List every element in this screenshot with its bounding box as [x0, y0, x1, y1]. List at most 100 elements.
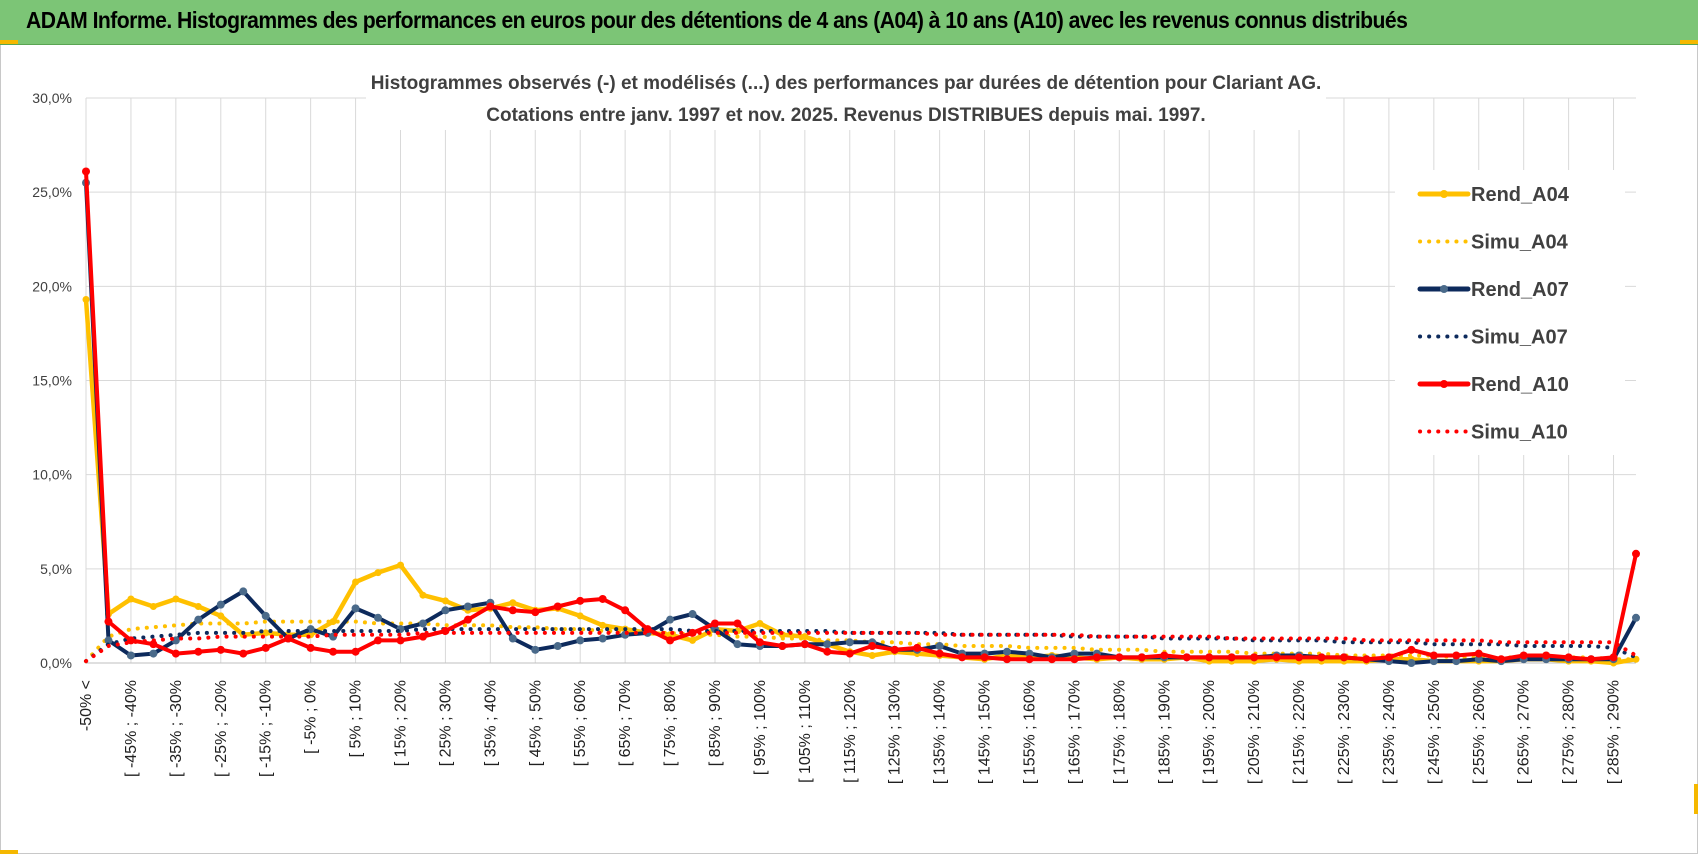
- data-point-rend_a10: [1564, 653, 1573, 662]
- data-point-rend_a10: [845, 649, 854, 658]
- series-line-simu_a07: [84, 627, 1638, 664]
- legend-label-simu_a07: Simu_A07: [1471, 327, 1568, 349]
- data-point-rend_a10: [1250, 653, 1259, 662]
- x-axis: -50% < [ -45% ; -40% [ -35% ; -30% [ -25% ;…: [78, 680, 1623, 784]
- y-tick-label: 20,0%: [32, 278, 72, 294]
- data-point-rend_a10: [1047, 655, 1056, 664]
- y-tick-label: 5,0%: [40, 561, 72, 577]
- data-point-rend_a07: [688, 610, 697, 619]
- data-point-rend_a07: [935, 642, 944, 651]
- data-point-rend_a10: [1429, 651, 1438, 660]
- x-tick-label: [ 145% ; 150%: [977, 680, 994, 784]
- legend-background: [1395, 170, 1625, 455]
- data-point-rend_a07: [1429, 657, 1438, 666]
- x-tick-label: [ 255% ; 260%: [1471, 680, 1488, 784]
- chart-title-line-2: Cotations entre janv. 1997 et nov. 2025.…: [486, 105, 1205, 126]
- x-tick-label: [ 85% ; 90%: [707, 680, 724, 766]
- data-point-rend_a10: [733, 619, 742, 628]
- data-point-rend_a10: [463, 615, 472, 624]
- report-banner: ADAM Informe. Histogrammes des performan…: [0, 0, 1698, 45]
- data-point-rend_a10: [531, 608, 540, 617]
- y-tick-label: 10,0%: [32, 467, 72, 483]
- x-tick-label: [ 185% ; 190%: [1156, 680, 1173, 784]
- x-tick-label: [ -35% ; -30%: [168, 680, 185, 777]
- x-tick-label: [ 125% ; 130%: [887, 680, 904, 784]
- data-point-rend_a04: [127, 595, 135, 603]
- x-tick-label: [ 5% ; 10%: [348, 680, 365, 757]
- data-point-rend_a10: [149, 640, 158, 649]
- y-tick-label: 25,0%: [32, 184, 72, 200]
- legend-marker-rend_a10: [1440, 380, 1448, 388]
- data-point-rend_a07: [553, 642, 562, 651]
- x-tick-label: [ 15% ; 20%: [392, 680, 409, 766]
- x-tick-label: [ 245% ; 250%: [1426, 680, 1443, 784]
- legend: Rend_A04 Simu_A04 Rend_A07 Simu_A07 Rend_A10…: [1395, 170, 1625, 455]
- x-tick-label: [ 75% ; 80%: [662, 680, 679, 766]
- data-point-rend_a10: [868, 642, 877, 651]
- x-tick-label: [ 25% ; 30%: [437, 680, 454, 766]
- data-point-rend_a10: [1025, 655, 1034, 664]
- data-point-rend_a07: [733, 640, 742, 649]
- data-point-rend_a10: [823, 647, 832, 656]
- data-point-rend_a07: [1025, 649, 1034, 658]
- data-point-rend_a10: [329, 647, 338, 656]
- data-point-rend_a04: [374, 569, 382, 577]
- x-tick-label: [ 135% ; 140%: [932, 680, 949, 784]
- y-axis: 0,0% 5,0% 10,0% 15,0% 20,0% 25,0% 30,0%: [32, 90, 72, 671]
- x-tick-label: -50% <: [78, 680, 95, 731]
- data-point-rend_a10: [1295, 653, 1304, 662]
- data-point-rend_a07: [463, 602, 472, 611]
- data-point-rend_a10: [1205, 653, 1214, 662]
- data-point-rend_a10: [890, 645, 899, 654]
- data-point-rend_a10: [126, 636, 135, 645]
- data-point-rend_a10: [508, 606, 517, 615]
- data-point-rend_a10: [980, 653, 989, 662]
- x-tick-label: [ 235% ; 240%: [1381, 680, 1398, 784]
- data-point-rend_a10: [239, 649, 248, 658]
- legend-label-rend_a04: Rend_A04: [1471, 184, 1570, 206]
- data-point-rend_a04: [82, 296, 90, 304]
- data-point-rend_a07: [1474, 655, 1483, 664]
- x-tick-label: [ 165% ; 170%: [1066, 680, 1083, 784]
- data-point-rend_a10: [1137, 653, 1146, 662]
- data-point-rend_a04: [756, 619, 764, 627]
- data-point-rend_a07: [1003, 647, 1012, 656]
- data-point-rend_a10: [306, 643, 315, 652]
- data-point-rend_a07: [1452, 657, 1461, 666]
- data-point-rend_a10: [418, 632, 427, 641]
- data-point-rend_a10: [1609, 653, 1618, 662]
- data-point-rend_a07: [845, 638, 854, 647]
- report-title: ADAM Informe. Histogrammes des performan…: [26, 7, 1408, 33]
- data-point-rend_a07: [194, 615, 203, 624]
- data-point-rend_a04: [576, 612, 584, 620]
- x-tick-label: [ 55% ; 60%: [572, 680, 589, 766]
- data-point-rend_a10: [576, 596, 585, 605]
- chart-title-background: [366, 64, 1326, 130]
- legend-label-rend_a10: Rend_A10: [1471, 374, 1569, 396]
- data-point-rend_a10: [800, 640, 809, 649]
- data-point-rend_a10: [1519, 651, 1528, 660]
- data-point-rend_a10: [1070, 655, 1079, 664]
- data-point-rend_a10: [194, 647, 203, 656]
- data-point-rend_a07: [576, 636, 585, 645]
- corner-mark-bottom-right: [1694, 784, 1698, 814]
- data-point-rend_a10: [351, 647, 360, 656]
- series-line-rend_a10: [84, 169, 1638, 662]
- x-tick-label: [ 205% ; 210%: [1246, 680, 1263, 784]
- y-tick-label: 15,0%: [32, 373, 72, 389]
- data-point-rend_a10: [1452, 651, 1461, 660]
- data-point-rend_a10: [1497, 655, 1506, 664]
- data-point-rend_a10: [82, 167, 90, 176]
- x-tick-label: [ 65% ; 70%: [617, 680, 634, 766]
- data-point-rend_a10: [710, 619, 719, 628]
- data-point-rend_a07: [149, 649, 158, 658]
- x-tick-label: [ 45% ; 50%: [527, 680, 544, 766]
- data-point-rend_a07: [351, 604, 360, 613]
- y-tick-label: 30,0%: [32, 90, 72, 106]
- data-point-rend_a07: [104, 636, 113, 645]
- data-point-rend_a07: [1632, 613, 1640, 622]
- x-tick-label: [ 215% ; 220%: [1291, 680, 1308, 784]
- data-point-rend_a04: [352, 578, 360, 586]
- data-point-rend_a07: [441, 606, 450, 615]
